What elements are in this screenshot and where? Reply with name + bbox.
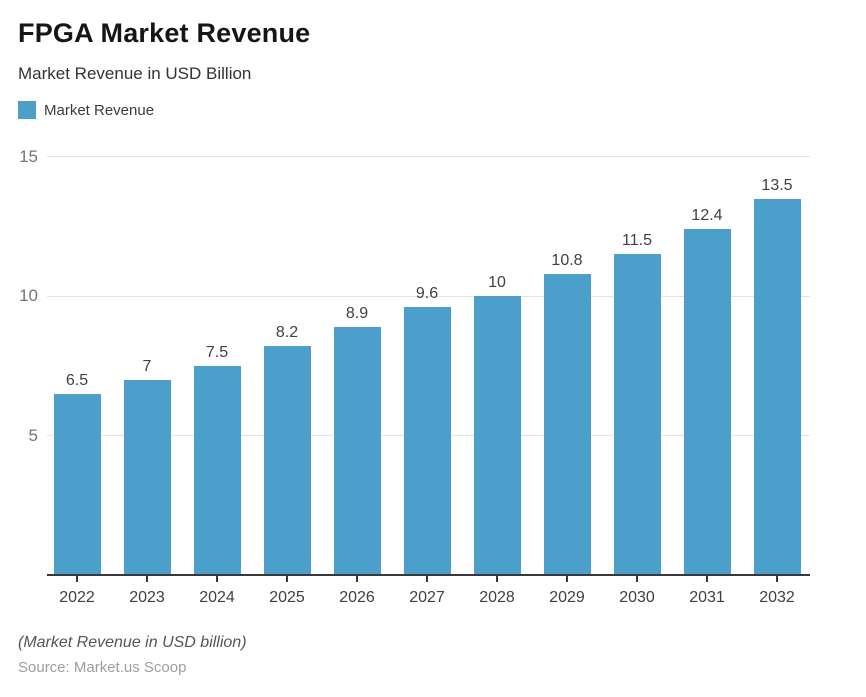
value-label-2032: 13.5 (761, 176, 793, 194)
x-axis-tick-label: 2032 (759, 589, 795, 606)
legend: Market Revenue (18, 101, 154, 119)
legend-swatch-icon (18, 101, 36, 119)
source-note: Source: Market.us Scoop (18, 659, 187, 676)
bar-2030 (613, 254, 661, 575)
x-axis-tick (76, 575, 78, 582)
x-axis-tick-label: 2022 (59, 589, 95, 606)
gridline-y15 (47, 156, 810, 158)
value-label-2024: 7.5 (205, 343, 229, 361)
value-label-2028: 10 (488, 274, 506, 292)
value-label-2031: 12.4 (691, 207, 723, 225)
footnote: (Market Revenue in USD billion) (18, 634, 247, 651)
x-axis-tick-label: 2024 (199, 589, 235, 606)
x-axis-tick (636, 575, 638, 582)
x-axis-tick (356, 575, 358, 582)
bar-2028 (473, 296, 521, 575)
y-axis-tick-label: 5 (28, 425, 38, 445)
bar-2031 (683, 229, 731, 575)
value-label-2030: 11.5 (622, 232, 652, 250)
bar-2029 (543, 274, 591, 575)
x-axis-tick (776, 575, 778, 582)
value-label-2026: 8.9 (345, 304, 369, 322)
y-axis-tick-label: 10 (19, 286, 38, 306)
x-axis-tick-label: 2030 (619, 589, 655, 606)
x-axis-tick (426, 575, 428, 582)
bar-2026 (333, 326, 381, 575)
x-axis-tick (216, 575, 218, 582)
x-axis-tick-label: 2031 (689, 589, 725, 606)
x-axis-tick-label: 2028 (479, 589, 515, 606)
x-axis-tick (286, 575, 288, 582)
x-axis-tick-label: 2025 (269, 589, 305, 606)
x-axis-tick (146, 575, 148, 582)
legend-label: Market Revenue (44, 101, 155, 119)
bar-2022 (53, 393, 101, 575)
x-axis-tick-label: 2029 (549, 589, 585, 606)
bar-2024 (193, 365, 241, 575)
x-axis-tick (496, 575, 498, 582)
y-axis-tick-label: 15 (19, 146, 38, 166)
value-label-2029: 10.8 (551, 252, 583, 269)
bar-2032 (753, 198, 801, 575)
bar-2023 (123, 379, 171, 575)
x-axis-tick-label: 2023 (129, 589, 165, 606)
x-axis-line (47, 574, 810, 576)
x-axis-tick-label: 2026 (339, 589, 375, 606)
page-title: FPGA Market Revenue (18, 18, 311, 48)
chart-subtitle: Market Revenue in USD Billion (18, 64, 252, 83)
value-label-2022: 6.5 (65, 371, 89, 389)
bar-2025 (263, 346, 311, 575)
value-label-2027: 9.6 (415, 285, 439, 303)
x-axis-tick (566, 575, 568, 582)
x-axis-tick (706, 575, 708, 582)
gridline-y10 (47, 295, 810, 297)
bar-2027 (403, 307, 451, 575)
value-label-2025: 8.2 (275, 324, 299, 342)
x-axis-tick-label: 2027 (409, 589, 445, 606)
value-label-2023: 7 (142, 357, 152, 375)
